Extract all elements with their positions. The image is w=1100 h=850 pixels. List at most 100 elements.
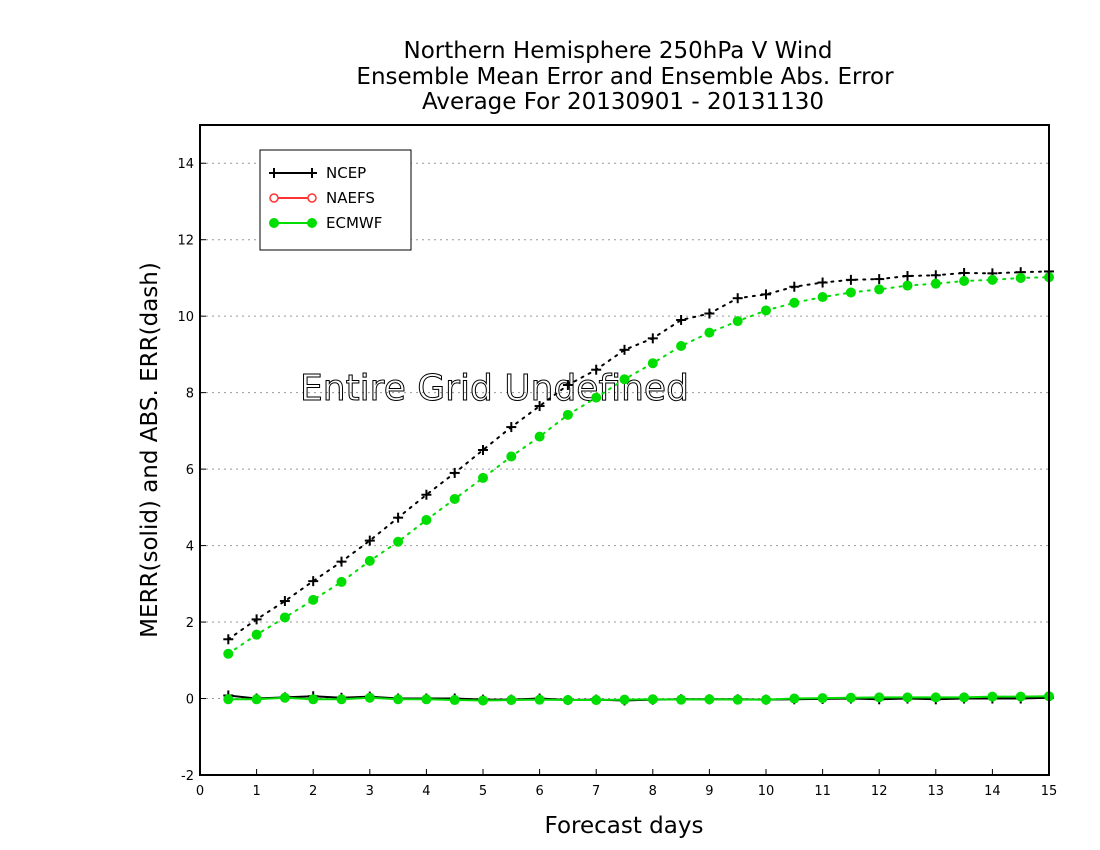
title-line-1: Northern Hemisphere 250hPa V Wind	[404, 38, 833, 64]
ecmwf-abs-err-point	[393, 536, 404, 547]
ecmwf-merr-point	[845, 692, 856, 703]
ecmwf-merr-point	[562, 695, 573, 706]
legend-box	[259, 149, 412, 251]
legend-label-ecmwf: ECMWF	[326, 214, 382, 232]
x-tick-label: 12	[871, 784, 888, 799]
legend-label-naefs: NAEFS	[326, 189, 375, 207]
y-tick-label: -2	[181, 769, 194, 784]
ecmwf-abs-err-point	[761, 305, 771, 316]
ecmwf-merr-point	[336, 694, 347, 705]
ecmwf-abs-err-point	[902, 280, 913, 291]
ncep-abs-err-point	[421, 489, 432, 500]
x-tick-label: 2	[309, 784, 317, 799]
y-tick-label: 0	[186, 693, 194, 708]
ncep-abs-err-point	[902, 271, 913, 282]
ecmwf-merr-point	[959, 692, 970, 703]
x-tick-label: 7	[592, 784, 600, 799]
y-tick-label: 8	[186, 387, 194, 402]
ncep-abs-err-point	[251, 614, 262, 625]
y-tick-label: 12	[177, 234, 194, 249]
ecmwf-merr-point	[364, 692, 375, 703]
x-tick-label: 11	[814, 784, 831, 799]
ecmwf-merr-point	[251, 694, 262, 705]
annotation-layer: Entire Grid Undefined	[300, 368, 690, 410]
ecmwf-abs-err-point	[930, 278, 941, 289]
x-tick-label: 14	[984, 784, 1001, 799]
ncep-abs-err-point	[336, 556, 347, 567]
ecmwf-merr-point	[817, 693, 828, 704]
legend-item-naefs: NAEFS	[269, 189, 375, 207]
legend-item-ncep: NCEP	[269, 164, 366, 182]
title-line-2: Ensemble Mean Error and Ensemble Abs. Er…	[356, 64, 894, 90]
ecmwf-merr-point	[987, 691, 998, 702]
series-ecmwf	[223, 272, 1054, 706]
ecmwf-merr-point	[449, 695, 460, 706]
ecmwf-abs-err-point	[534, 431, 545, 442]
series-layer	[223, 266, 1054, 706]
ncep-abs-err-point	[308, 576, 319, 587]
x-tick-label: 6	[535, 784, 543, 799]
ncep-abs-err-point	[619, 344, 630, 355]
y-tick-label: 6	[186, 463, 194, 478]
ncep-abs-err-point	[562, 380, 573, 390]
ecmwf-abs-err-point	[251, 629, 262, 640]
title-line-3: Average For 20130901 - 20131130	[422, 89, 824, 115]
ecmwf-merr-point	[223, 694, 234, 705]
ecmwf-merr-point	[732, 694, 743, 705]
ncep-abs-err-point	[704, 308, 715, 319]
legend-marker	[269, 193, 279, 203]
y-tick-label: 2	[186, 616, 194, 631]
ncep-abs-err-point	[761, 289, 771, 300]
legend-item-ecmwf: ECMWF	[269, 214, 382, 232]
ncep-abs-err-point	[534, 401, 545, 412]
ecmwf-abs-err-point	[987, 274, 998, 285]
ecmwf-abs-err-point	[676, 341, 687, 351]
ecmwf-abs-err-point	[647, 358, 658, 369]
ecmwf-merr-point	[534, 694, 545, 705]
ecmwf-merr-point	[930, 692, 941, 703]
ecmwf-merr-point	[308, 694, 319, 705]
ncep-abs-err-point	[817, 277, 828, 288]
ecmwf-abs-err-point	[562, 409, 573, 420]
ecmwf-merr-point	[902, 692, 913, 703]
ecmwf-merr-point	[761, 694, 771, 705]
x-tick-label: 4	[422, 784, 430, 799]
chart-title: Northern Hemisphere 250hPa V Wind Ensemb…	[356, 38, 894, 115]
ecmwf-abs-err-point	[591, 392, 602, 403]
y-tick-label: 4	[186, 540, 194, 555]
x-tick-label: 3	[366, 784, 374, 799]
ecmwf-abs-err-point	[845, 287, 856, 298]
y-tick-label: 14	[177, 157, 194, 172]
ncep-abs-err-point	[676, 315, 687, 325]
x-tick-label: 5	[479, 784, 487, 799]
legend-marker	[307, 168, 317, 178]
ecmwf-abs-err-point	[308, 594, 319, 605]
ecmwf-abs-err-point	[1015, 272, 1026, 283]
ecmwf-abs-err-point	[732, 316, 743, 327]
ncep-abs-err-point	[449, 467, 460, 478]
legend-marker	[269, 218, 279, 228]
ncep-abs-err-point	[478, 445, 488, 455]
ncep-abs-err-point	[223, 634, 234, 645]
ecmwf-abs-err-point	[223, 648, 234, 659]
ncep-abs-err-point	[874, 274, 885, 285]
ecmwf-merr-point	[591, 695, 602, 706]
ecmwf-merr-point	[478, 695, 488, 706]
ncep-abs-err-point	[364, 535, 375, 546]
ecmwf-merr-point	[393, 694, 404, 705]
x-tick-label: 1	[252, 784, 260, 799]
ecmwf-merr-point	[1015, 691, 1026, 702]
x-axis-title: Forecast days	[545, 813, 704, 839]
undefined-grid-annotation: Entire Grid Undefined	[300, 368, 689, 409]
ecmwf-abs-err-point	[959, 276, 970, 286]
ecmwf-abs-err-point	[619, 374, 630, 385]
x-tick-label: 15	[1041, 784, 1058, 799]
ecmwf-merr-point	[506, 695, 517, 706]
ecmwf-merr-point	[789, 693, 800, 704]
legend-marker	[269, 168, 279, 178]
ecmwf-merr-point	[279, 692, 290, 703]
ecmwf-abs-err-point	[421, 514, 432, 525]
ecmwf-merr-point	[676, 694, 687, 705]
